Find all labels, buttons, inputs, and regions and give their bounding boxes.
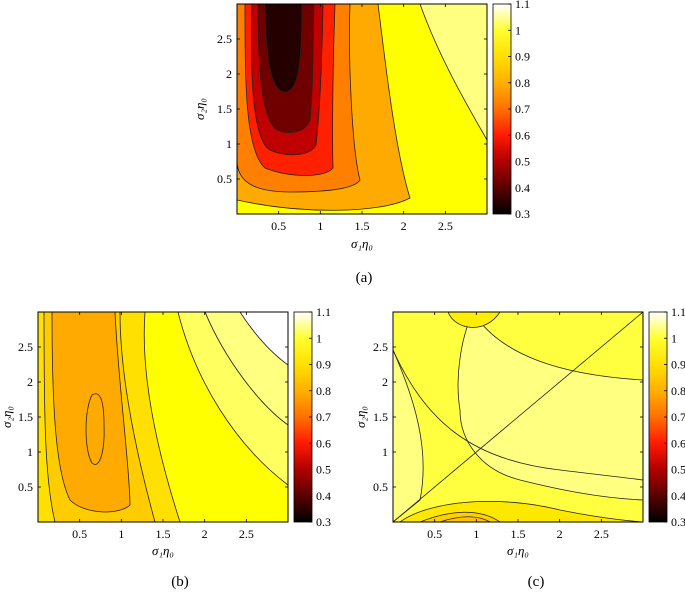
- x-tick-label: 2.5: [594, 527, 609, 541]
- y-tick-label: 1.5: [18, 410, 33, 424]
- x-tick-label: 2: [202, 527, 208, 541]
- y-tick-label: 1: [382, 445, 388, 459]
- y-ticks-b: 0.5 1 1.5 2 2.5: [18, 340, 288, 494]
- y-tick-label: 1: [27, 445, 33, 459]
- colorbar-tick-label: 1.1: [671, 305, 685, 319]
- x-ticks-a: 0.5 1 1.5 2 2.5: [271, 4, 453, 233]
- x-tick-label: 1: [118, 527, 124, 541]
- colorbar-tick-label: 0.7: [316, 410, 331, 424]
- colorbar-tick-label: 0.3: [671, 515, 685, 529]
- panel-c: 0.5 1 1.5 2 2.5 0.5 1 1.5 2 2.5 σ₁η₀ σ₂η₀ 0.3 0.4…: [353, 305, 685, 590]
- y-tick-label: 1: [226, 137, 232, 151]
- x-tick-label: 0.5: [427, 527, 442, 541]
- x-tick-label: 1: [317, 219, 323, 233]
- y-tick-label: 2.5: [18, 340, 33, 354]
- x-tick-label: 2: [401, 219, 407, 233]
- colorbar-tick-label: 0.4: [671, 489, 685, 503]
- colorbar-tick-label: 1: [671, 331, 677, 345]
- x-tick-label: 1.5: [511, 527, 526, 541]
- diagonal-contour-1: [393, 312, 643, 522]
- colorbar-tick-label: 0.7: [515, 102, 530, 116]
- colorbar-tick-label: 0.7: [671, 410, 685, 424]
- panel-b: 0.5 1 1.5 2 2.5 0.5 1 1.5 2 2.5 σ₁η₀ σ₂η₀ 0.3 0.4…: [0, 305, 331, 590]
- colorbar-tick-label: 0.6: [316, 436, 331, 450]
- y-ticks-a: 0.5 1 1.5 2 2.5: [217, 32, 487, 186]
- colorbar-tick-label: 0.8: [671, 384, 685, 398]
- y-tick-label: 2: [27, 375, 33, 389]
- x-tick-label: 2.5: [438, 219, 453, 233]
- colorbar-tick-label: 1.1: [515, 0, 530, 11]
- level-0.35: [264, 4, 303, 93]
- x-tick-label: 1.5: [355, 219, 370, 233]
- y-tick-label: 1.5: [373, 410, 388, 424]
- y-tick-label: 2: [382, 375, 388, 389]
- colorbar-tick-label: 0.5: [671, 463, 685, 477]
- contour-plot-c: [393, 312, 643, 522]
- contour-plot-a: [237, 4, 487, 214]
- colorbar-tick-label: 0.9: [316, 358, 331, 372]
- y-ticks-c: 0.5 1 1.5 2 2.5: [373, 340, 643, 494]
- y-tick-label: 0.5: [373, 480, 388, 494]
- colorbar-ticks-c: 0.3 0.4 0.5 0.6 0.7 0.8 0.9 1 1.1: [664, 305, 685, 529]
- curved-contour-c: [393, 349, 643, 481]
- colorbar-tick-label: 1: [515, 23, 521, 37]
- y-axis-label-c: σ₂η₀: [353, 406, 368, 428]
- colorbar-tick-label: 0.9: [515, 50, 530, 64]
- y-tick-label: 1.5: [217, 102, 232, 116]
- x-axis-label-b: σ₁η₀: [152, 543, 174, 558]
- y-tick-label: 2.5: [217, 32, 232, 46]
- colorbar-tick-label: 1.1: [316, 305, 331, 319]
- x-ticks-c: 0.5 1 1.5 2 2.5: [427, 312, 609, 541]
- x-axis-label-c: σ₁η₀: [507, 543, 529, 558]
- y-tick-label: 2.5: [373, 340, 388, 354]
- panel-label-a: (a): [356, 270, 373, 286]
- x-ticks-b: 0.5 1 1.5 2 2.5: [72, 312, 254, 541]
- colorbar-tick-label: 0.8: [515, 76, 530, 90]
- panel-a: 0.5 1 1.5 2 2.5 0.5 1 1.5 2 2.5 σ₁η₀ σ₂η₀ 0.3 0.4…: [192, 0, 530, 286]
- colorbar-tick-label: 0.6: [515, 128, 530, 142]
- x-tick-label: 0.5: [271, 219, 286, 233]
- x-tick-label: 0.5: [72, 527, 87, 541]
- colorbar-tick-label: 0.3: [316, 515, 331, 529]
- y-axis-label-a: σ₂η₀: [192, 98, 207, 120]
- colorbar-tick-label: 0.5: [515, 155, 530, 169]
- panel-label-c: (c): [528, 574, 545, 590]
- colorbar-tick-label: 0.6: [671, 436, 685, 450]
- colorbar-ticks-a: 0.3 0.4 0.5 0.6 0.7 0.8 0.9 1 1.1: [508, 0, 530, 221]
- colorbar-tick-label: 0.3: [515, 207, 530, 221]
- x-axis-label-a: σ₁η₀: [351, 236, 373, 251]
- x-tick-label: 1.5: [156, 527, 171, 541]
- panel-label-b: (b): [171, 574, 189, 590]
- x-tick-label: 2: [557, 527, 563, 541]
- x-tick-label: 1: [473, 527, 479, 541]
- colorbar-tick-label: 0.8: [316, 384, 331, 398]
- colorbar-tick-label: 0.4: [515, 181, 530, 195]
- colorbar-tick-label: 1: [316, 331, 322, 345]
- colorbar-tick-label: 0.9: [671, 358, 685, 372]
- contour-plot-b: [38, 312, 288, 522]
- y-tick-label: 0.5: [217, 172, 232, 186]
- y-axis-label-b: σ₂η₀: [0, 406, 14, 428]
- y-tick-label: 0.5: [18, 480, 33, 494]
- colorbar-ticks-b: 0.3 0.4 0.5 0.6 0.7 0.8 0.9 1 1.1: [309, 305, 331, 529]
- x-tick-label: 2.5: [239, 527, 254, 541]
- colorbar-tick-label: 0.4: [316, 489, 331, 503]
- y-tick-label: 2: [226, 67, 232, 81]
- level-0.82-b: [85, 393, 105, 465]
- colorbar-tick-label: 0.5: [316, 463, 331, 477]
